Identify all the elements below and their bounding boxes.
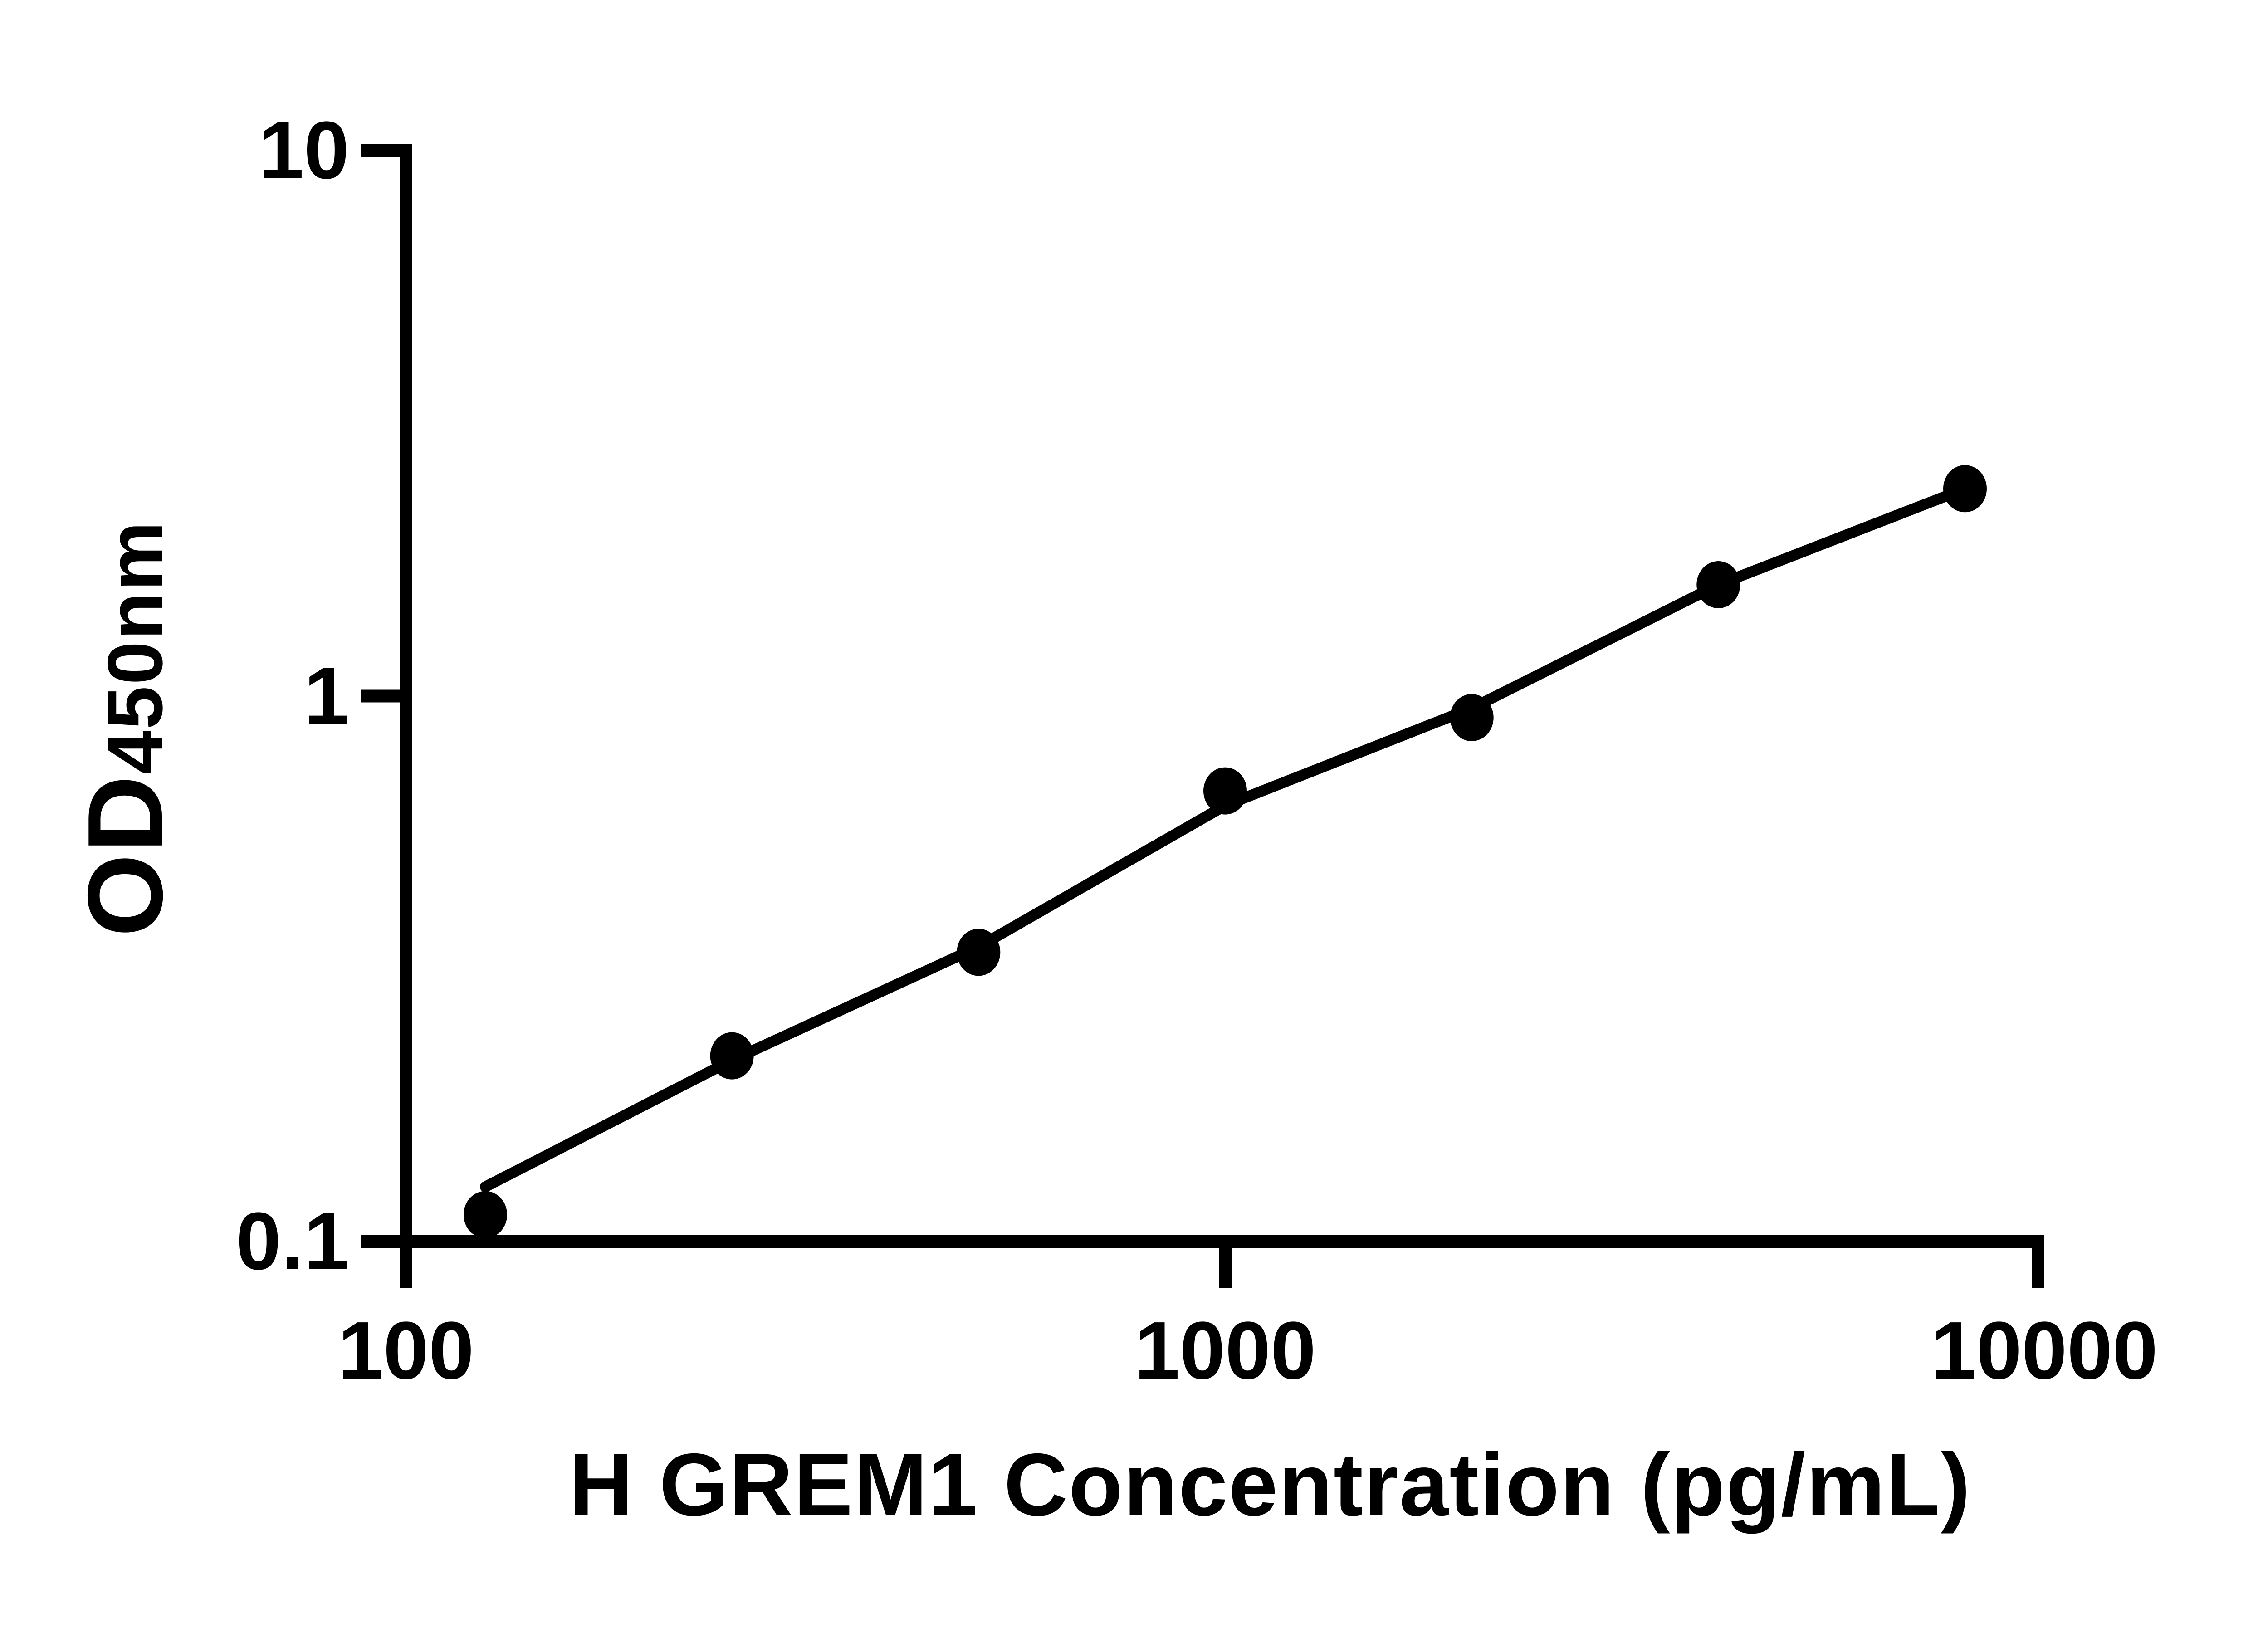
- x-tick-label-100: 100: [337, 1305, 474, 1396]
- data-point-6: [1696, 561, 1740, 608]
- y-axis-title: OD450nm: [65, 520, 213, 937]
- data-point-5: [1450, 694, 1494, 741]
- y-axis-title-main: OD: [65, 774, 185, 937]
- x-axis-title: H GREM1 Concentration (pg/mL): [569, 1435, 1971, 1534]
- y-tick-label-10: 10: [258, 105, 349, 196]
- x-tick-label-1000: 1000: [1134, 1305, 1316, 1396]
- data-point-7: [1943, 465, 1987, 513]
- y-axis-title-subscript: 450nm: [92, 520, 179, 774]
- x-tick-label-10000: 10000: [1931, 1305, 2158, 1396]
- data-point-1: [464, 1191, 507, 1238]
- fit-line: [480, 483, 1970, 1193]
- data-point-2: [710, 1032, 754, 1080]
- data-point-4: [1203, 767, 1247, 815]
- data-point-3: [957, 929, 1001, 976]
- y-tick-label-0p1: 0.1: [235, 1196, 349, 1287]
- y-tick-label-1: 1: [303, 650, 349, 742]
